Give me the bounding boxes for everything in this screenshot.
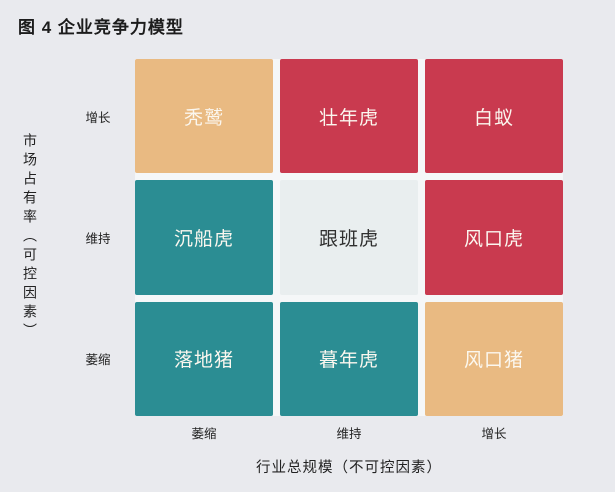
y-tick-shrink: 萎缩 — [85, 353, 111, 368]
x-axis-ticks: 萎缩 维持 增长 — [135, 423, 563, 442]
y-tick-maintain: 维持 — [85, 231, 111, 246]
matrix-grid: 秃鹫 壮年虎 白蚁 沉船虎 跟班虎 风口虎 落地猪 暮年虎 风口猪 — [135, 59, 563, 416]
matrix-cell-vulture: 秃鹫 — [135, 59, 273, 174]
y-tick-growth: 增长 — [85, 110, 111, 125]
x-tick-shrink: 萎缩 — [191, 427, 217, 441]
matrix-cell-windgap-tiger: 风口虎 — [425, 180, 563, 295]
y-axis-ticks: 增长 维持 萎缩 — [72, 59, 124, 416]
figure-title: 图 4 企业竞争力模型 — [18, 18, 184, 37]
matrix-cell-prime-tiger: 壮年虎 — [280, 59, 418, 174]
x-tick-maintain: 维持 — [336, 427, 362, 441]
matrix-cell-windgap-pig: 风口猪 — [425, 301, 563, 416]
matrix-cell-termite: 白蚁 — [425, 59, 563, 174]
x-tick-growth: 增长 — [481, 427, 507, 441]
matrix-cell-old-tiger: 暮年虎 — [280, 301, 418, 416]
y-axis-label: 市场占有率（可控因素） — [22, 133, 38, 342]
x-axis-label: 行业总规模（不可控因素） — [256, 460, 442, 476]
matrix-cell-follower-tiger: 跟班虎 — [280, 180, 418, 295]
matrix-cell-landed-pig: 落地猪 — [135, 301, 273, 416]
matrix-cell-sinking-tiger: 沉船虎 — [135, 180, 273, 295]
